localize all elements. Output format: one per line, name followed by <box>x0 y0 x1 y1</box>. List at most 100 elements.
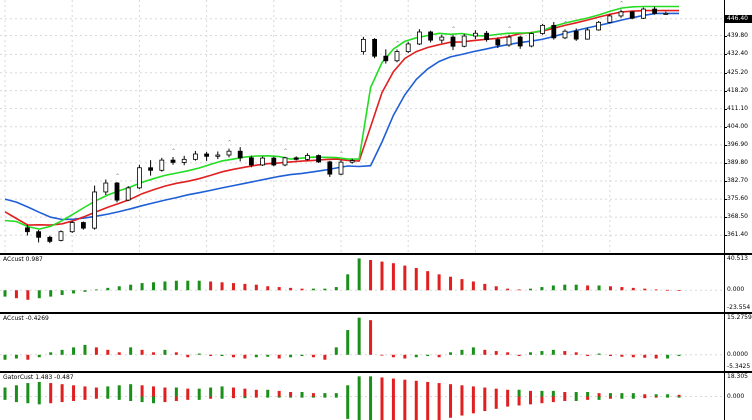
gator-lower-bar <box>529 396 533 405</box>
pane-separator[interactable] <box>0 253 752 255</box>
histogram-bar <box>483 283 487 291</box>
gator-upper-bar <box>311 393 315 397</box>
histogram-bar <box>197 280 201 291</box>
candle-body <box>47 236 53 242</box>
gator-upper-bar <box>49 383 53 397</box>
candle-body <box>506 36 512 46</box>
pane-separator[interactable] <box>0 312 752 314</box>
gator-lower-bar <box>14 396 18 403</box>
gator-lower-bar <box>506 396 510 407</box>
candle-body <box>215 154 221 157</box>
gator-lower-bar <box>449 396 453 418</box>
histogram-bar <box>266 286 270 291</box>
ac2-axis[interactable]: 15.2759 0.0000 -5.3425 <box>724 314 752 371</box>
gator-indicator-pane[interactable]: GatorCust 1.483 -0.487 <box>0 373 724 420</box>
histogram-bar <box>414 267 418 291</box>
price-tick-label: 389.80 <box>727 158 748 166</box>
ac2-indicator-pane[interactable]: ACcust -0.4269 <box>0 314 724 371</box>
gator-upper-bar <box>654 394 658 397</box>
gator-lower-bar <box>654 396 658 398</box>
ac-histogram-svg <box>0 258 724 300</box>
candle-body <box>36 231 41 238</box>
candle-body <box>327 161 333 175</box>
fractal-marker: ⌃ <box>227 140 232 147</box>
histogram-bar <box>449 276 453 291</box>
candle-body <box>585 29 590 40</box>
histogram-bar <box>551 349 555 355</box>
histogram-bar <box>654 354 658 359</box>
candle-body <box>607 15 613 23</box>
candle-body <box>596 21 601 31</box>
gator-lower-bar <box>266 396 270 398</box>
gator-lower-bar <box>243 396 247 399</box>
gator-upper-bar <box>117 385 121 397</box>
histogram-bar <box>49 352 53 355</box>
ac-indicator-pane[interactable]: ACcust 0.987 <box>0 255 724 312</box>
gator-axis[interactable]: 18.305 0.000 <box>724 373 752 420</box>
histogram-bar <box>106 349 110 355</box>
histogram-bar <box>266 354 270 357</box>
candle-body <box>338 161 344 175</box>
histogram-bar <box>334 287 338 291</box>
histogram-bar <box>391 263 395 291</box>
histogram-bar <box>209 354 213 357</box>
price-tick-label: 361.40 <box>727 231 748 239</box>
price-tick-label: 382.70 <box>727 177 748 184</box>
candle-body <box>652 8 657 14</box>
gator-upper-bar <box>517 389 521 397</box>
histogram-bar <box>26 354 30 360</box>
histogram-bar <box>289 287 293 291</box>
candle-body <box>293 157 299 160</box>
candle-body <box>181 158 187 163</box>
histogram-bar <box>140 283 144 291</box>
histogram-bar <box>369 260 373 291</box>
gator-lower-bar <box>106 396 110 399</box>
histogram-bar <box>72 290 76 294</box>
histogram-bar <box>517 289 521 291</box>
histogram-bar <box>346 330 350 355</box>
ac-axis[interactable]: 40.513 0.000 -23.554 <box>724 255 752 312</box>
gator-upper-bar <box>369 376 373 397</box>
gator-lower-bar <box>437 396 441 420</box>
candle-body <box>114 182 120 201</box>
price-axis[interactable]: 446.40 439.80 432.40 425.20 418.20 411.10 404.… <box>724 0 752 254</box>
histogram-bar <box>677 354 681 357</box>
indicator-tick-label: 40.513 <box>727 255 748 262</box>
gator-upper-bar <box>403 379 407 397</box>
histogram-bar <box>586 354 590 357</box>
candle-body <box>517 36 523 47</box>
price-tick-mark <box>725 108 727 110</box>
gator-lower-bar <box>380 396 384 420</box>
histogram-bar <box>277 287 281 291</box>
histogram-bar <box>163 349 167 355</box>
gator-upper-bar <box>357 376 361 397</box>
histogram-bar <box>152 282 156 291</box>
gator-upper-bar <box>300 392 304 397</box>
gator-lower-bar <box>574 396 578 401</box>
gator-upper-bar <box>597 393 601 397</box>
gator-upper-bar <box>494 388 498 397</box>
histogram-bar <box>506 352 510 355</box>
gator-upper-bar <box>414 380 418 397</box>
candle-body <box>529 33 534 47</box>
price-tick-mark <box>725 199 727 201</box>
gator-lower-bar <box>483 396 487 412</box>
candle-body <box>349 160 355 163</box>
candle-body <box>439 36 445 41</box>
histogram-bar <box>300 288 304 291</box>
price-chart-pane[interactable]: ⌃ ⌃ ⌃ ⌃ ⌃ ⌃ ⌃ ⌃ ⌃ ⌃ <box>0 0 724 254</box>
histogram-bar <box>254 354 258 358</box>
fractal-marker: ⌃ <box>171 148 176 155</box>
pane-separator[interactable] <box>0 371 752 373</box>
gator-upper-bar <box>186 388 190 397</box>
gator-lower-bar <box>49 396 53 404</box>
histogram-bar <box>608 354 612 357</box>
histogram-bar <box>129 284 133 291</box>
histogram-bar <box>220 282 224 291</box>
price-tick-mark <box>725 90 727 92</box>
gator-lower-bar <box>26 396 30 404</box>
gator-lower-bar <box>369 396 373 420</box>
gator-upper-bar <box>106 386 110 397</box>
gator-lower-bar <box>209 396 213 399</box>
price-tick-mark <box>725 126 727 128</box>
